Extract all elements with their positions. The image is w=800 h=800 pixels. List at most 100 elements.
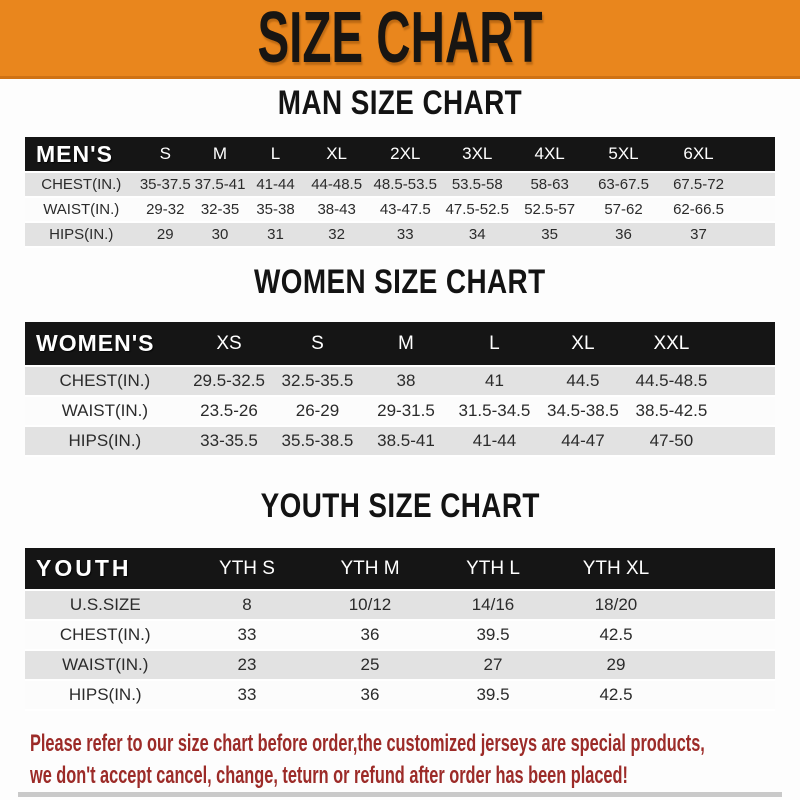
size-value-cell: 23 [237,655,257,674]
youth-section-heading-text: YOUTH SIZE CHART [260,487,540,525]
size-value-cell: 39.5 [476,685,510,704]
size-value-cell: 41-44 [472,431,517,450]
size-column-header: 4XL [513,137,586,173]
size-column-header: S [137,137,193,173]
size-value-cell: 38 [396,371,416,390]
size-column-header: YTH S [185,548,309,591]
size-value-cell: 62-66.5 [673,201,724,218]
size-value-cell: 63-67.5 [598,176,649,193]
size-column-header: XL [538,322,628,367]
table-header-row: WOMEN'S XS S M L XL XXL [25,322,775,367]
size-value-cell: 42.5 [599,625,633,644]
table-row: HIPS(IN.) 29 30 31 32 33 34 35 36 37 [25,222,775,247]
size-column-header: 3XL [441,137,514,173]
row-label-cell: HIPS(IN.) [68,685,142,704]
row-label-cell: WAIST(IN.) [61,401,148,420]
size-value-cell: 52.5-57 [524,201,576,218]
women-section-heading-text: WOMEN SIZE CHART [254,263,546,301]
size-value-cell: 33 [237,685,257,704]
size-value-cell: 18/20 [594,595,638,614]
spacer-cell [677,548,775,591]
table-row: CHEST(IN.) 35-37.5 37.5-41 41-44 44-48.5 48.5… [25,172,775,197]
size-value-cell: 36 [615,226,632,243]
table-header-row: MEN'S S M L XL 2XL 3XL 4XL 5XL 6XL [25,137,775,173]
table-title-cell: WOMEN'S [25,322,185,367]
row-label-cell: HIPS(IN.) [68,431,142,450]
size-column-header: XXL [627,322,716,367]
size-value-cell: 32 [328,226,345,243]
size-column-header: YTH M [308,548,432,591]
size-column-header: XL [304,137,370,173]
row-label-cell: CHEST(IN.) [59,625,151,644]
youth-section-heading: YOUTH SIZE CHART [0,488,800,524]
table-row: CHEST(IN.) 29.5-32.5 32.5-35.5 38 41 44.5 44.5… [25,366,775,396]
size-value-cell: 29 [606,655,626,674]
size-value-cell: 53.5-58 [451,176,503,193]
size-value-cell: 43-47.5 [379,201,431,218]
size-value-cell: 31.5-34.5 [458,401,531,420]
size-value-cell: 48.5-53.5 [373,176,437,193]
size-value-cell: 37 [690,226,707,243]
size-value-cell: 36 [360,625,380,644]
size-value-cell: 33-35.5 [200,431,258,450]
table-title-cell: YOUTH [25,548,186,591]
size-value-cell: 34 [468,226,486,243]
size-value-cell: 27 [483,655,503,674]
size-value-cell: 42.5 [599,685,633,704]
table-header-row: YOUTH YTH S YTH M YTH L YTH XL [25,548,775,591]
size-value-cell: 41 [484,371,504,390]
footer-warning-line2: we don't accept cancel, change, teturn o… [30,762,628,789]
size-column-header: M [193,137,247,173]
size-column-header: M [361,322,451,367]
row-label-cell: WAIST(IN.) [62,655,149,674]
footer-warning-note: Please refer to our size chart before or… [30,729,800,793]
row-label-cell: HIPS(IN.) [49,226,114,243]
size-value-cell: 25 [360,655,380,674]
size-value-cell: 29 [156,226,174,243]
size-value-cell: 57-62 [604,201,643,218]
banner-title: SIZE CHART [257,0,543,78]
row-label-cell: WAIST(IN.) [43,201,120,218]
size-value-cell: 38.5-41 [377,431,435,450]
size-value-cell: 29-32 [146,201,185,218]
size-value-cell: 38-43 [317,201,356,218]
size-column-header: 6XL [661,137,736,173]
size-value-cell: 35.5-38.5 [281,431,354,450]
size-column-header: 2XL [369,137,442,173]
size-value-cell: 30 [211,226,229,243]
table-row: WAIST(IN.) 23 25 27 29 [25,650,775,680]
table-row: HIPS(IN.) 33-35.5 35.5-38.5 38.5-41 41-44 44-… [25,426,775,456]
table-row: CHEST(IN.) 33 36 39.5 42.5 [25,620,775,650]
spacer-cell [716,366,775,396]
size-column-header: YTH XL [554,548,678,591]
size-value-cell: 35-38 [256,201,295,218]
size-column-header: YTH L [431,548,555,591]
men-section-heading: MAN SIZE CHART [0,85,800,121]
size-value-cell: 14/16 [471,595,515,614]
size-value-cell: 44.5 [566,371,600,390]
men-section-heading-text: MAN SIZE CHART [277,84,523,122]
spacer-cell [678,680,776,710]
size-column-header: L [247,137,304,173]
spacer-cell [678,590,776,620]
footer-warning-line1: Please refer to our size chart before or… [30,730,705,757]
table-row: WAIST(IN.) 23.5-26 26-29 29-31.5 31.5-34.5 34… [25,396,775,426]
size-value-cell: 31 [267,226,284,243]
size-value-cell: 26-29 [295,401,340,420]
size-value-cell: 67.5-72 [673,176,724,193]
row-label-cell: U.S.SIZE [69,595,141,614]
spacer-cell [715,322,775,367]
spacer-cell [736,222,775,247]
table-row: U.S.SIZE 8 10/12 14/16 18/20 [25,590,775,620]
size-value-cell: 38.5-42.5 [635,401,708,420]
size-value-cell: 47-50 [649,431,694,450]
size-value-cell: 29.5-32.5 [193,371,265,390]
size-value-cell: 33 [237,625,257,644]
spacer-cell [678,620,776,650]
size-value-cell: 44-48.5 [311,176,363,193]
size-value-cell: 35-37.5 [139,176,191,193]
spacer-cell [736,197,775,222]
size-value-cell: 10/12 [348,595,392,614]
size-value-cell: 35 [541,226,558,243]
size-column-header: L [450,322,539,367]
